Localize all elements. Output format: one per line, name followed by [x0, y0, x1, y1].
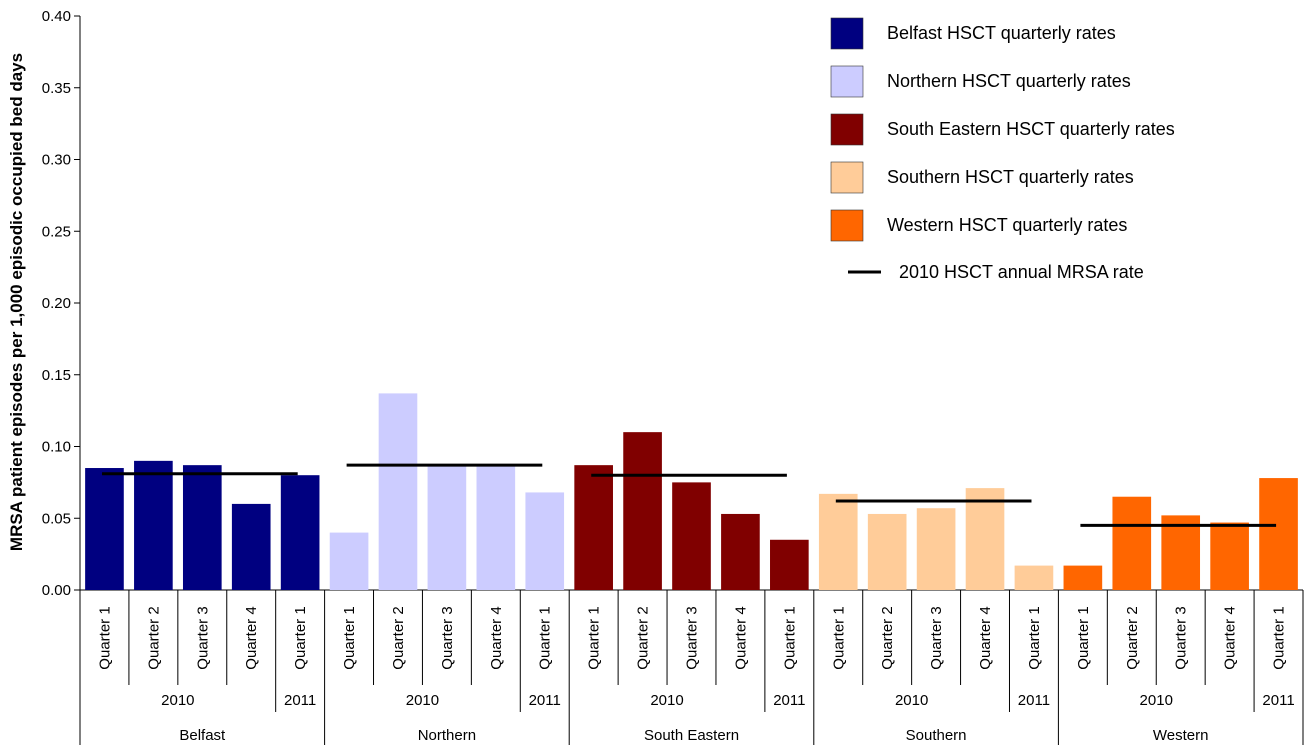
y-tick-label: 0.40 — [42, 8, 71, 25]
bar — [280, 475, 320, 590]
legend-label: Northern HSCT quarterly rates — [887, 71, 1131, 91]
year-label: 2010 — [650, 692, 683, 709]
legend-swatch — [830, 209, 864, 242]
bar — [770, 539, 809, 590]
bar — [818, 493, 858, 590]
bar — [525, 492, 565, 590]
y-tick-label: 0.35 — [42, 80, 71, 97]
quarter-label: Quarter 1 — [781, 606, 798, 669]
quarter-label: Quarter 4 — [243, 606, 260, 669]
year-label: 2011 — [1018, 692, 1050, 709]
year-label: 2011 — [284, 692, 316, 709]
bar — [182, 465, 222, 590]
y-tick-label: 0.30 — [42, 152, 71, 169]
legend: Belfast HSCT quarterly rates Northern HSC… — [830, 17, 1175, 282]
quarter-label: Quarter 3 — [439, 606, 456, 669]
x-axis-categories: Quarter 1 Quarter 2 Quarter 3 Quarter 4 Quar… — [96, 590, 1304, 745]
quarter-label: Quarter 2 — [635, 606, 652, 669]
quarter-label: Quarter 1 — [341, 606, 358, 669]
year-label: 2010 — [161, 692, 194, 709]
group-label: South Eastern — [644, 727, 739, 744]
bar — [329, 532, 369, 590]
year-label: 2011 — [773, 692, 805, 709]
legend-label: 2010 HSCT annual MRSA rate — [899, 262, 1144, 282]
bar — [427, 465, 467, 590]
bar — [574, 465, 613, 590]
quarter-label: Quarter 3 — [194, 606, 211, 669]
quarter-label: Quarter 3 — [928, 606, 945, 669]
group-label: Northern — [418, 727, 476, 744]
quarter-label: Quarter 3 — [1173, 606, 1190, 669]
bar — [1210, 522, 1249, 590]
y-tick-label: 0.25 — [42, 223, 71, 240]
bar — [916, 508, 956, 590]
legend-swatch — [830, 65, 864, 98]
bar — [672, 482, 711, 590]
legend-label: Southern HSCT quarterly rates — [887, 167, 1134, 187]
year-label: 2011 — [529, 692, 561, 709]
bar — [231, 503, 271, 590]
legend-swatch — [830, 17, 864, 50]
legend-label: South Eastern HSCT quarterly rates — [887, 119, 1175, 139]
quarter-label: Quarter 2 — [1124, 606, 1141, 669]
quarter-label: Quarter 4 — [732, 606, 749, 669]
legend-swatch — [830, 113, 864, 146]
quarter-label: Quarter 1 — [292, 606, 309, 669]
group-label: Southern — [906, 727, 967, 744]
bar — [134, 460, 173, 590]
bar — [378, 393, 418, 590]
legend-label: Western HSCT quarterly rates — [887, 215, 1127, 235]
year-label: 2010 — [895, 692, 928, 709]
bar — [1259, 478, 1298, 590]
bar — [1014, 565, 1054, 590]
year-label: 2010 — [406, 692, 439, 709]
quarter-label: Quarter 1 — [1075, 606, 1092, 669]
quarter-label: Quarter 2 — [390, 606, 407, 669]
y-tick-label: 0.20 — [42, 295, 71, 312]
quarter-label: Quarter 1 — [586, 606, 603, 669]
quarter-label: Quarter 1 — [96, 606, 113, 669]
bar — [867, 513, 907, 590]
quarter-label: Quarter 1 — [1026, 606, 1043, 669]
legend-label: Belfast HSCT quarterly rates — [887, 23, 1116, 43]
group-label: Western — [1153, 727, 1209, 744]
year-label: 2010 — [1140, 692, 1173, 709]
quarter-label: Quarter 1 — [1271, 606, 1288, 669]
bar — [85, 468, 124, 590]
bar — [1161, 515, 1201, 590]
quarter-label: Quarter 2 — [879, 606, 896, 669]
year-label: 2011 — [1262, 692, 1294, 709]
bar — [623, 432, 662, 590]
bars — [85, 393, 1298, 590]
quarter-label: Quarter 4 — [977, 606, 994, 669]
y-tick-label: 0.15 — [42, 367, 71, 384]
quarter-label: Quarter 3 — [684, 606, 701, 669]
y-tick-label: 0.00 — [42, 582, 71, 599]
quarter-label: Quarter 1 — [830, 606, 847, 669]
bar — [1063, 565, 1103, 590]
quarter-label: Quarter 2 — [145, 606, 162, 669]
legend-swatch — [830, 161, 864, 194]
quarter-label: Quarter 1 — [537, 606, 554, 669]
y-tick-label: 0.05 — [42, 510, 71, 527]
quarter-label: Quarter 4 — [488, 606, 505, 669]
annual-rate-lines — [102, 463, 1277, 527]
y-tick-label: 0.10 — [42, 439, 71, 456]
bar — [721, 513, 760, 590]
bar — [476, 465, 516, 590]
y-axis-label: MRSA patient episodes per 1,000 episodic… — [7, 53, 26, 551]
group-label: Belfast — [179, 727, 226, 744]
bar — [1112, 496, 1152, 590]
quarter-label: Quarter 4 — [1222, 606, 1239, 669]
bar — [965, 488, 1005, 590]
